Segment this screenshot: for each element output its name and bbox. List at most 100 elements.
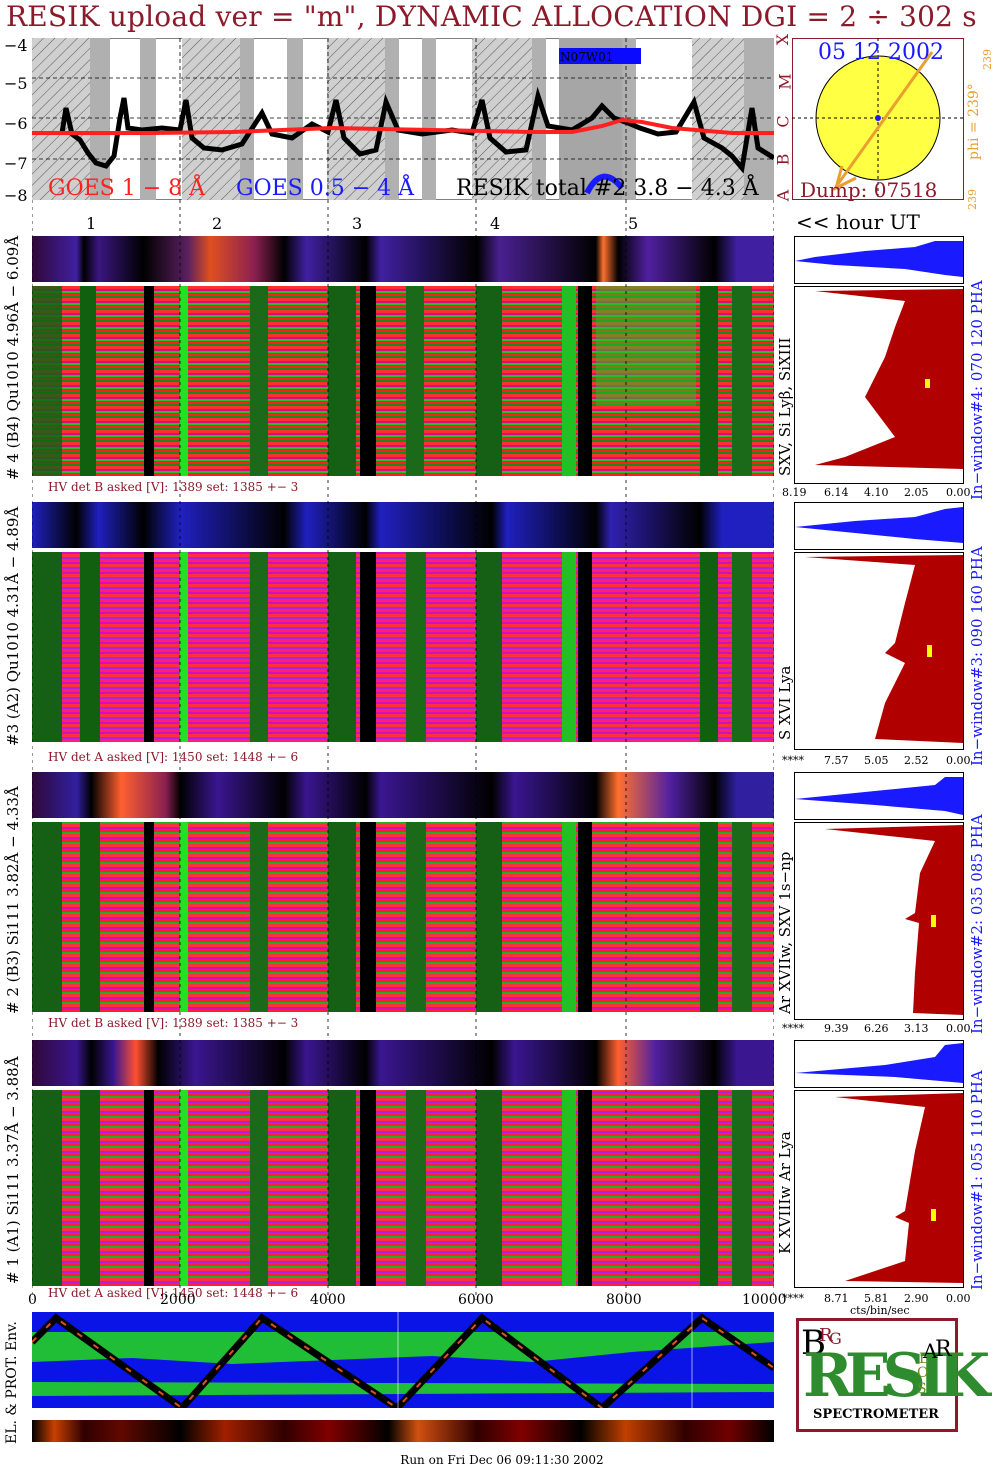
sun-disk-plot — [792, 38, 964, 200]
orbit-number: 5 — [628, 214, 639, 233]
det3-label: #3 (A2) Qu1010 4.31Å − 4.89Å — [4, 506, 22, 746]
hour-label: << hour UT — [796, 210, 920, 234]
x-tick: 2000 — [160, 1292, 196, 1308]
phi-bottom: 239 — [966, 189, 979, 210]
sun-date: 05 12 2002 — [818, 40, 944, 65]
det4-pha-blue — [794, 236, 964, 284]
env-label: EL. & PROT. Env. — [4, 1321, 20, 1444]
env-panel — [29, 1312, 776, 1413]
det3-pha-red — [794, 552, 964, 750]
det1-pha-red — [794, 1090, 964, 1288]
orbit-number: 3 — [352, 214, 363, 233]
det4-pha-tick: 0.00 — [946, 486, 971, 499]
x-tick: 10000 — [742, 1292, 787, 1308]
det3-strip — [32, 502, 774, 548]
det2-lines: Ar XVIIw, SXV 1s−np — [776, 851, 794, 1014]
orbit-number: 2 — [212, 214, 223, 233]
det1-pha-tick: **** — [782, 1292, 804, 1305]
region-box — [559, 48, 641, 64]
x-tick: 4000 — [310, 1292, 346, 1308]
det2-hv: HV det B asked [V]: 1389 set: 1385 +− 3 — [48, 1016, 299, 1030]
goes-y-tick: −4 — [4, 36, 28, 55]
det1-label: # 1 (A1) Si111 3.37Å − 3.88Å — [4, 1056, 22, 1284]
resik-total-curve — [59, 86, 776, 174]
logo-letter-g: G — [829, 1329, 842, 1348]
det4-pha-tick: 4.10 — [864, 486, 889, 499]
goes-y-tick: −5 — [4, 74, 28, 93]
det1-pha-tick: 2.90 — [904, 1292, 929, 1305]
class-letter: X — [773, 33, 793, 46]
page-title: RESIK upload ver = "m", DYNAMIC ALLOCATI… — [6, 0, 977, 33]
det4-columns — [32, 286, 752, 476]
det4-pha-tick: 8.19 — [782, 486, 807, 499]
goes-plot: N07W01 — [31, 37, 776, 201]
goes-panel: N07W01 — [31, 37, 776, 201]
env-strip — [32, 1420, 774, 1442]
pha-unit: cts/bin/sec — [850, 1304, 910, 1317]
det2-pha-red — [794, 822, 964, 1020]
logo-letter-o: O — [917, 1365, 929, 1381]
x-tick: 8000 — [606, 1292, 642, 1308]
det2-pha-blue — [794, 772, 964, 820]
logo-letter-l: L — [919, 1351, 929, 1367]
logo-letter-r3: R — [935, 1337, 952, 1362]
orbit-number: 1 — [86, 214, 97, 233]
det1-spectrogram — [32, 1090, 774, 1286]
phi-arrow — [836, 51, 934, 185]
goes-y-tick: −7 — [4, 154, 28, 173]
det1-strip — [32, 1040, 774, 1086]
det1-pha-tick: 0.00 — [946, 1292, 971, 1305]
logo-letter-r2: R — [819, 1325, 833, 1346]
det3-pha-blue — [794, 502, 964, 550]
det4-hv: HV det B asked [V]: 1389 set: 1385 +− 3 — [48, 480, 299, 494]
class-letter: B — [773, 153, 793, 166]
logo-letter-a: A — [923, 1339, 938, 1363]
region-label: N07W01 — [560, 50, 613, 64]
sun-panel — [792, 38, 964, 200]
det3-pha-tick: 0.00 — [946, 754, 971, 767]
det3-pha-tick: 2.52 — [904, 754, 929, 767]
det4-window: In−window#4: 070 120 PHA — [968, 280, 986, 500]
det2-pha-tick: 0.00 — [946, 1022, 971, 1035]
det2-spectrogram — [32, 822, 774, 1012]
legend-goes-long: GOES 1 − 8 Å — [48, 176, 206, 201]
det3-pha-tick: 7.57 — [824, 754, 849, 767]
det3-pha-tick: **** — [782, 754, 804, 767]
logo-main: RESIK — [803, 1341, 990, 1411]
det2-strip — [32, 772, 774, 818]
logo-letter-s: S — [917, 1381, 927, 1397]
det4-pha-tick: 2.05 — [904, 486, 929, 499]
det1-lines: K XVIIIw Ar Lya — [776, 1131, 794, 1254]
det1-pha-blue — [794, 1040, 964, 1088]
goes-long-curve — [32, 117, 774, 135]
det1-pha-tick: 5.81 — [864, 1292, 889, 1305]
goes-y-tick: −6 — [4, 114, 28, 133]
x-tick: 0 — [28, 1292, 37, 1308]
resik-legend-glyph — [584, 173, 625, 195]
legend-goes-short: GOES 0.5 − 4 Å — [236, 176, 415, 201]
dump-label: Dump: 07518 — [800, 178, 938, 202]
det1-window: In−window#1: 055 110 PHA — [968, 1070, 986, 1290]
run-timestamp: Run on Fri Dec 06 09:11:30 2002 — [400, 1453, 604, 1467]
phi-top: 239 — [981, 49, 994, 70]
det4-lines: SXV, Si Lyβ, SiXIII — [776, 337, 794, 476]
class-letter: C — [773, 115, 793, 128]
det3-hv: HV det A asked [V]: 1450 set: 1448 +− 6 — [48, 750, 299, 764]
det1-hv: HV det A asked [V]: 1450 set: 1448 +− 6 — [48, 1286, 299, 1300]
det2-pha-tick: **** — [782, 1022, 804, 1035]
det2-pha-tick: 6.26 — [864, 1022, 889, 1035]
goes-y-tick: −8 — [4, 186, 28, 205]
x-tick: 6000 — [458, 1292, 494, 1308]
det2-pha-tick: 3.13 — [904, 1022, 929, 1035]
legend-resik: RESIK total #2 3.8 − 4.3 Å — [456, 176, 759, 201]
det1-pha-tick: 8.71 — [824, 1292, 849, 1305]
det2-window: In−window#2: 035 085 PHA — [968, 814, 986, 1034]
shadow-bands — [32, 38, 774, 200]
det3-columns — [32, 552, 752, 742]
det1-columns — [32, 1090, 752, 1286]
class-letter: A — [773, 189, 793, 202]
det3-lines: S XVI Lya — [776, 665, 794, 740]
det2-pha-tick: 9.39 — [824, 1022, 849, 1035]
logo-letter-r: B — [801, 1323, 826, 1363]
logo-subtitle: SPECTROMETER — [813, 1407, 939, 1422]
